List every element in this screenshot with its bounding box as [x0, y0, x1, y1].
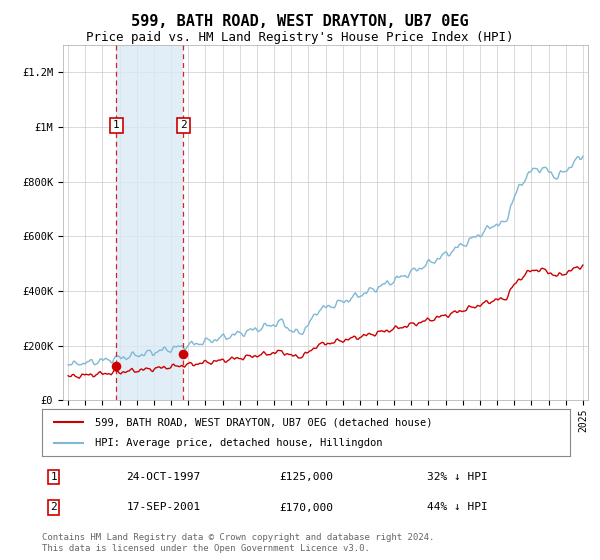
Text: 2: 2	[50, 502, 57, 512]
Text: £125,000: £125,000	[279, 472, 333, 482]
Text: £170,000: £170,000	[279, 502, 333, 512]
Text: 32% ↓ HPI: 32% ↓ HPI	[427, 472, 488, 482]
Text: 1: 1	[50, 472, 57, 482]
Text: 599, BATH ROAD, WEST DRAYTON, UB7 0EG: 599, BATH ROAD, WEST DRAYTON, UB7 0EG	[131, 14, 469, 29]
Text: 2: 2	[180, 120, 187, 130]
Text: HPI: Average price, detached house, Hillingdon: HPI: Average price, detached house, Hill…	[95, 438, 382, 448]
Text: 24-OCT-1997: 24-OCT-1997	[127, 472, 201, 482]
Bar	[116, 45, 184, 400]
Point	[112, 362, 121, 371]
Text: 17-SEP-2001: 17-SEP-2001	[127, 502, 201, 512]
Point	[179, 349, 188, 358]
Text: 599, BATH ROAD, WEST DRAYTON, UB7 0EG (detached house): 599, BATH ROAD, WEST DRAYTON, UB7 0EG (d…	[95, 417, 432, 427]
Text: 1: 1	[113, 120, 120, 130]
Text: Contains HM Land Registry data © Crown copyright and database right 2024.
This d: Contains HM Land Registry data © Crown c…	[42, 533, 434, 553]
Text: 44% ↓ HPI: 44% ↓ HPI	[427, 502, 488, 512]
Text: Price paid vs. HM Land Registry's House Price Index (HPI): Price paid vs. HM Land Registry's House …	[86, 31, 514, 44]
